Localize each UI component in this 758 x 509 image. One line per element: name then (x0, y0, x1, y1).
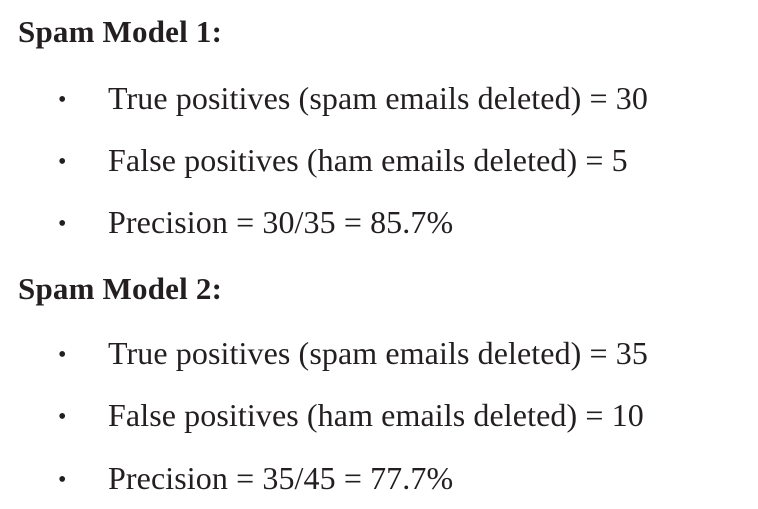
list-item-text: True positives (spam emails deleted) = 3… (108, 80, 648, 116)
list-item-model-1-precision: • Precision = 30/35 = 85.7% (58, 202, 748, 242)
list-item-text: False positives (ham emails deleted) = 1… (108, 397, 644, 433)
list-item-text: Precision = 35/45 = 77.7% (108, 460, 454, 496)
list-item-model-1-true-positives: • True positives (spam emails deleted) =… (58, 78, 748, 118)
bullet-icon: • (58, 342, 67, 368)
bullet-icon: • (58, 404, 67, 430)
list-item-model-2-true-positives: • True positives (spam emails deleted) =… (58, 333, 748, 373)
bullet-icon: • (58, 149, 67, 175)
list-item-text: False positives (ham emails deleted) = 5 (108, 142, 628, 178)
section-heading-spam-model-1: Spam Model 1: (18, 14, 223, 49)
section-heading-spam-model-2: Spam Model 2: (18, 271, 223, 306)
list-item-model-2-precision: • Precision = 35/45 = 77.7% (58, 458, 748, 498)
bullet-icon: • (58, 467, 67, 493)
bullet-icon: • (58, 87, 67, 113)
list-item-text: Precision = 30/35 = 85.7% (108, 204, 454, 240)
bullet-icon: • (58, 211, 67, 237)
list-item-model-2-false-positives: • False positives (ham emails deleted) =… (58, 395, 748, 435)
list-item-model-1-false-positives: • False positives (ham emails deleted) =… (58, 140, 748, 180)
list-item-text: True positives (spam emails deleted) = 3… (108, 335, 648, 371)
